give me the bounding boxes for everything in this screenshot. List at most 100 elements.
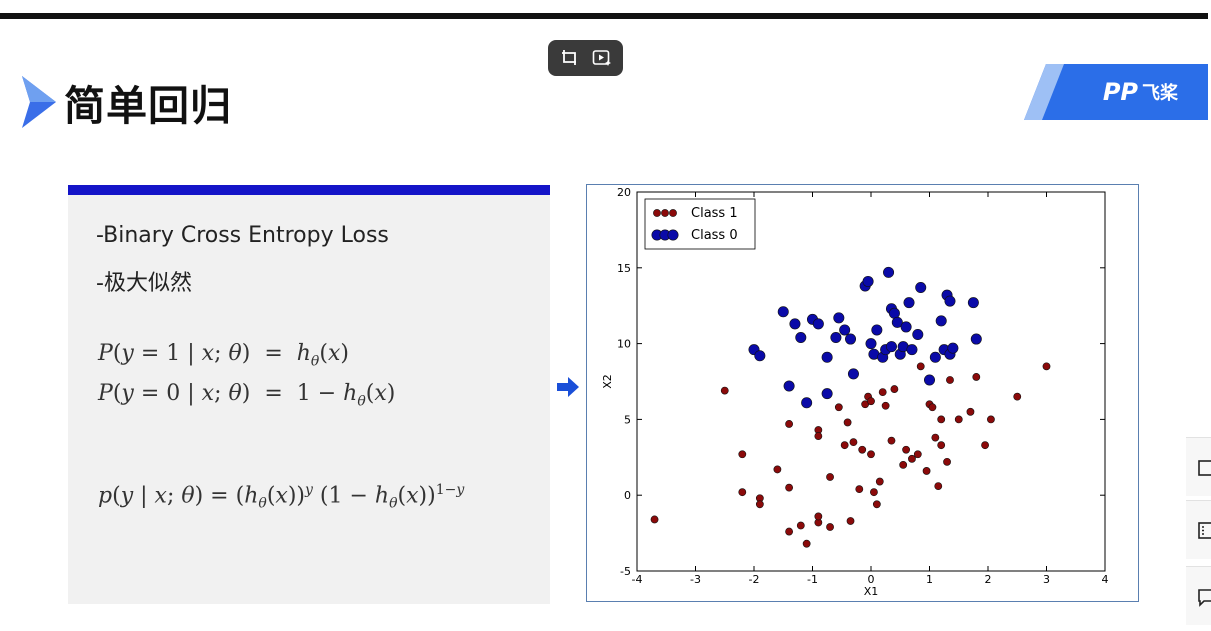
point-class1 [890, 385, 899, 393]
point-class1 [785, 483, 793, 492]
point-class0 [915, 282, 927, 294]
point-class1 [755, 500, 764, 509]
point-class0 [885, 341, 897, 353]
point-class0 [903, 297, 915, 309]
point-class0 [789, 318, 801, 330]
point-class0 [947, 342, 959, 354]
point-class1 [858, 445, 867, 454]
bullet-mle: -极大似然 [96, 271, 192, 296]
legend-marker [669, 209, 677, 217]
point-class1 [878, 388, 887, 397]
point-class1 [875, 477, 884, 486]
point-class0 [801, 397, 813, 409]
y-tick-label: -5 [620, 565, 631, 578]
point-class1 [650, 515, 659, 524]
point-class1 [785, 420, 793, 428]
point-class1 [937, 415, 946, 424]
point-class1 [855, 485, 864, 494]
point-class0 [847, 368, 859, 380]
y-tick-label: 5 [624, 413, 631, 426]
point-class1 [954, 415, 963, 424]
point-class1 [834, 403, 843, 412]
y-tick-label: 20 [617, 186, 631, 199]
point-class1 [908, 454, 916, 463]
point-class1 [826, 473, 834, 481]
point-class1 [846, 517, 855, 525]
point-class0 [839, 324, 851, 336]
point-class1 [937, 441, 946, 450]
point-class0 [888, 307, 900, 319]
point-class1 [931, 433, 940, 442]
side-tool-list[interactable] [1186, 500, 1211, 559]
logo-text: 飞桨 [1142, 83, 1178, 104]
point-class1 [922, 467, 931, 475]
formula-panel: -Binary Cross Entropy Loss -极大似然 P(y = 1… [68, 185, 550, 604]
x-tick-label: 4 [1102, 573, 1109, 586]
point-class1 [943, 457, 951, 466]
point-class1 [1013, 392, 1022, 401]
point-class0 [891, 316, 903, 328]
point-class1 [738, 488, 747, 497]
point-class1 [987, 415, 995, 424]
page-title: 简单回归 [64, 82, 232, 130]
point-class0 [970, 333, 982, 345]
y-axis-label: X2 [601, 374, 614, 389]
point-class1 [899, 460, 908, 469]
point-class0 [935, 315, 947, 327]
scatter-chart: -4 -3 -2 -1 0 1 2 3 4 -5 0 5 10 15 20 X1 X2 Class 1 Class … [586, 184, 1139, 602]
point-class1 [872, 500, 881, 509]
point-class0 [967, 297, 979, 309]
point-class0 [883, 266, 895, 278]
legend-label: Class 1 [691, 206, 738, 221]
point-class1 [773, 465, 782, 474]
point-class1 [802, 539, 811, 548]
title-arrow-icon [22, 76, 56, 128]
point-class0 [900, 321, 912, 333]
x-tick-label: 2 [985, 573, 992, 586]
x-tick-label: 3 [1043, 573, 1050, 586]
point-class1 [826, 523, 834, 531]
point-class1 [814, 432, 823, 440]
side-tool-square[interactable] [1186, 437, 1211, 496]
point-class1 [720, 386, 729, 395]
point-class1 [887, 436, 896, 445]
point-class1 [881, 401, 890, 410]
point-class1 [840, 441, 849, 450]
slide-title-block: 简单回归 [22, 72, 232, 132]
point-class0 [812, 318, 824, 330]
point-class1 [902, 445, 910, 454]
panel-accent-bar [68, 185, 550, 195]
point-class1 [913, 450, 922, 459]
point-class0 [783, 380, 795, 392]
point-class0 [906, 344, 918, 356]
crop-icon[interactable] [560, 48, 580, 68]
legend-box [644, 198, 756, 250]
point-class0 [833, 312, 845, 324]
square-icon [1198, 460, 1211, 476]
x-tick-label: -2 [749, 573, 760, 586]
point-class0 [777, 306, 789, 318]
x-tick-label: -1 [807, 573, 818, 586]
point-class0 [923, 374, 935, 386]
side-tool-comment[interactable] [1186, 566, 1211, 625]
point-class0 [845, 333, 857, 345]
bullet-bce-loss: -Binary Cross Entropy Loss [96, 223, 389, 248]
point-class1 [867, 450, 875, 459]
point-class1 [946, 376, 954, 384]
point-class1 [814, 512, 823, 521]
legend-marker [661, 209, 669, 217]
list-icon [1198, 522, 1211, 539]
ai-play-icon[interactable] [592, 48, 612, 68]
y-tick-label: 0 [624, 489, 631, 502]
point-class1 [981, 441, 989, 450]
y-tick-label: 10 [617, 338, 631, 351]
point-class0 [830, 332, 842, 344]
legend-marker [653, 209, 661, 217]
point-class0 [754, 350, 766, 362]
point-class0 [865, 338, 877, 350]
point-class1 [934, 482, 943, 491]
paddle-logo: PP 飞桨 [1024, 64, 1208, 120]
point-class0 [871, 324, 883, 336]
point-class1 [966, 407, 975, 416]
point-class0 [821, 351, 833, 363]
